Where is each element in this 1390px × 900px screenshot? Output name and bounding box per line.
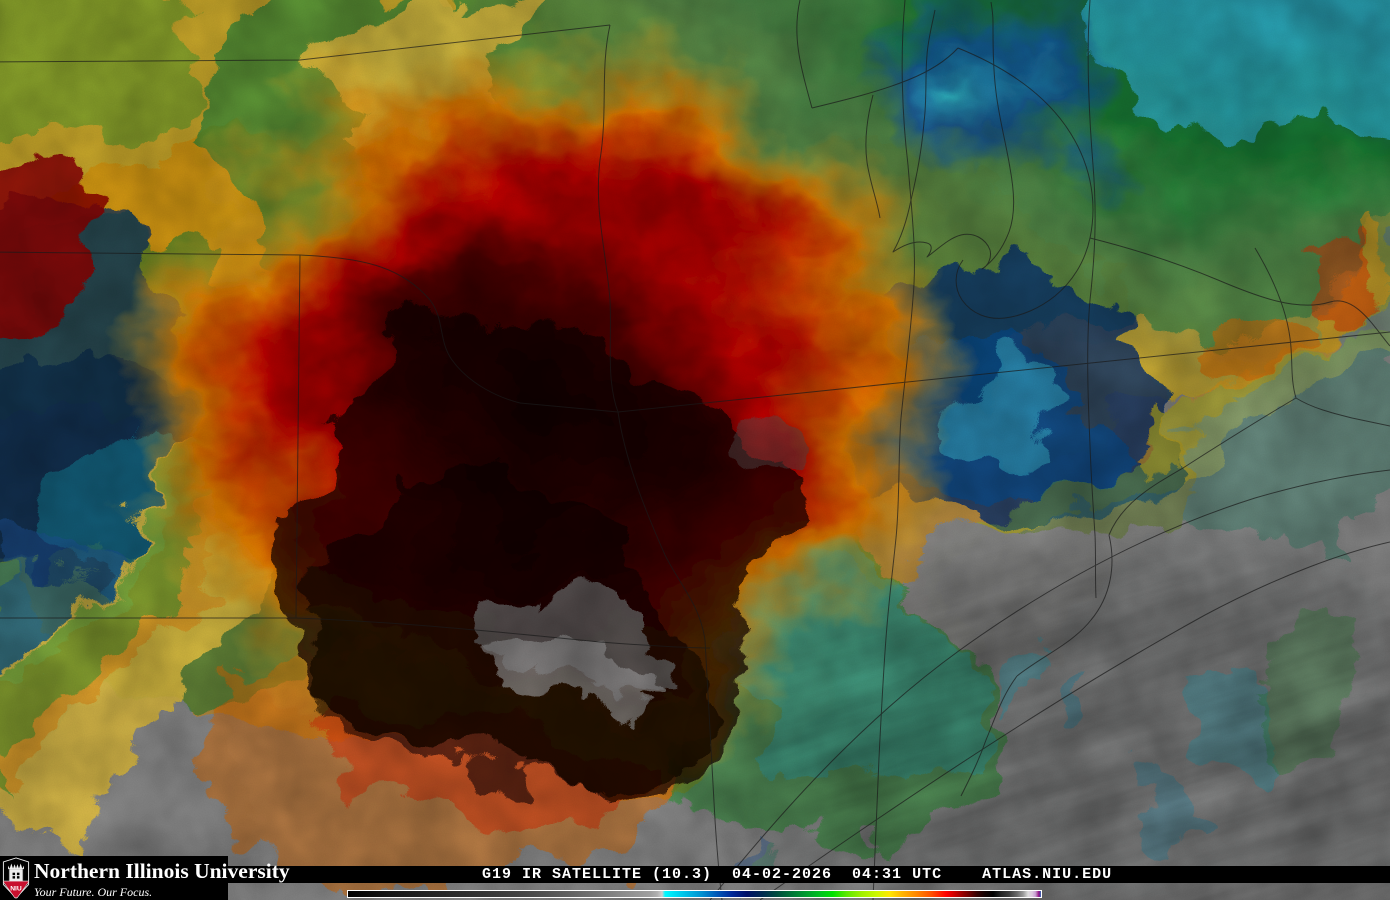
svg-text:NIU: NIU — [10, 886, 22, 893]
